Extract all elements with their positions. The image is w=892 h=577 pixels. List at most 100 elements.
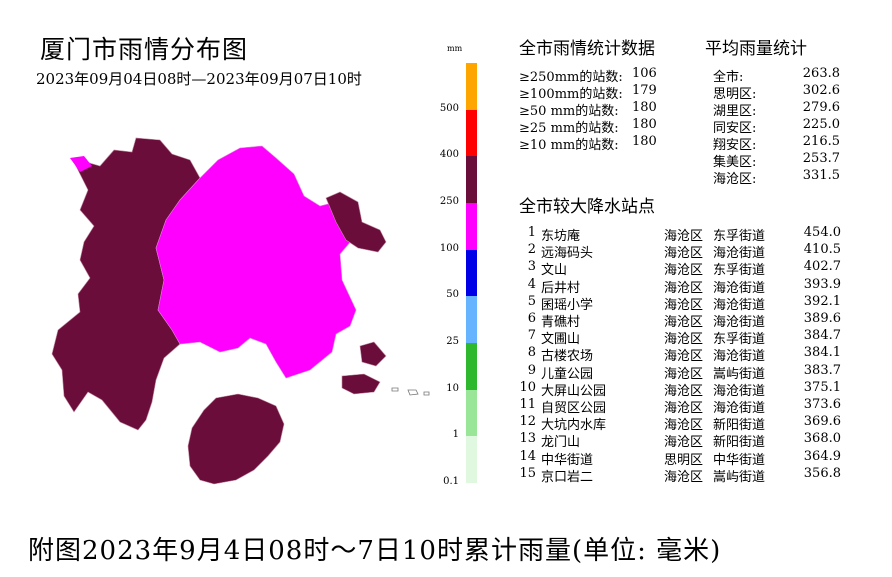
legend-tick-label: 50 xyxy=(446,289,459,301)
station-street: 中华街道 xyxy=(713,452,766,468)
station-street: 海沧街道 xyxy=(713,315,766,330)
station-name: 古楼农场 xyxy=(541,349,594,365)
legend-swatch xyxy=(466,389,477,437)
station-count-value: 179 xyxy=(632,83,657,98)
station-name: 囷瑶小学 xyxy=(541,297,594,313)
station-name: 大坑内水库 xyxy=(541,418,607,434)
station-district: 海沧区 xyxy=(664,246,704,262)
station-name: 文圃山 xyxy=(541,332,581,348)
district-label: 翔安区: xyxy=(713,138,757,153)
station-count-row: ≥25 mm的站数: 180 xyxy=(519,117,669,136)
district-average-value: 263.8 xyxy=(802,66,840,81)
station-district: 海沧区 xyxy=(664,383,704,399)
legend-swatch xyxy=(466,109,477,157)
district-label: 全市: xyxy=(713,70,744,85)
station-count-value: 180 xyxy=(632,134,657,149)
top-station-row: 2 远海码头 海沧区 海沧街道 410.5 xyxy=(518,242,841,262)
average-rainfall-row: 翔安区: 216.5 xyxy=(713,134,840,153)
station-district: 海沧区 xyxy=(664,263,704,279)
station-rainfall: 389.6 xyxy=(803,311,841,326)
legend-swatch xyxy=(466,296,477,343)
station-name: 大屏山公园 xyxy=(541,383,607,399)
station-rank: 9 xyxy=(527,362,536,378)
station-rainfall: 393.9 xyxy=(803,276,841,292)
district-label: 海沧区: xyxy=(713,172,757,187)
top-station-row: 12 大坑内水库 海沧区 新阳街道 369.6 xyxy=(518,414,841,434)
map-title: 厦门市雨情分布图 xyxy=(40,35,249,64)
map-region-tongan-xiangan xyxy=(155,145,357,379)
station-district: 海沧区 xyxy=(664,366,704,382)
legend-unit: mm xyxy=(447,44,463,53)
station-count-row: ≥10 mm的站数: 180 xyxy=(519,134,669,153)
average-rainfall-row: 全市: 263.8 xyxy=(713,66,840,85)
map-region-southeast-islet xyxy=(341,373,381,395)
station-rainfall: 375.1 xyxy=(803,379,841,395)
map-subtitle: 2023年09月04日08时—2023年09月07日10时 xyxy=(36,70,362,88)
station-rainfall: 392.1 xyxy=(803,293,841,309)
station-rank: 5 xyxy=(527,293,536,309)
station-rainfall: 369.6 xyxy=(803,414,841,430)
station-name: 文山 xyxy=(541,263,568,279)
station-rainfall: 402.7 xyxy=(803,259,841,275)
station-street: 海沧街道 xyxy=(713,401,766,416)
station-district: 海沧区 xyxy=(664,435,704,451)
station-street: 东孚街道 xyxy=(713,332,766,348)
rainfall-map xyxy=(51,137,430,485)
station-rank: 15 xyxy=(519,465,536,481)
station-count-value: 180 xyxy=(632,117,657,132)
district-average-value: 331.5 xyxy=(802,168,840,183)
station-rank: 7 xyxy=(527,328,536,344)
station-rank: 6 xyxy=(527,311,536,326)
legend-swatch xyxy=(466,343,477,390)
top-station-row: 15 京口岩二 海沧区 嵩屿街道 356.8 xyxy=(518,465,841,485)
station-rank: 4 xyxy=(527,276,536,292)
top-station-row: 4 后井村 海沧区 海沧街道 393.9 xyxy=(518,276,841,296)
district-label: 集美区: xyxy=(713,155,757,170)
station-name: 龙门山 xyxy=(541,435,581,451)
legend-tick-label: 250 xyxy=(439,196,459,207)
district-label: 湖里区: xyxy=(713,104,757,119)
station-rank: 8 xyxy=(527,345,536,361)
district-average-value: 302.6 xyxy=(802,83,840,98)
station-count-label: ≥250mm的站数: xyxy=(519,70,623,85)
top-station-row: 3 文山 海沧区 东孚街道 402.7 xyxy=(518,259,841,279)
legend-color-bar xyxy=(466,63,477,483)
average-rainfall-row: 思明区: 302.6 xyxy=(713,83,840,102)
station-rainfall: 383.7 xyxy=(803,362,841,378)
station-rank: 13 xyxy=(519,431,536,447)
station-street: 嵩屿街道 xyxy=(713,469,766,485)
station-district: 海沧区 xyxy=(664,469,704,485)
station-name: 自贸区公园 xyxy=(541,401,607,416)
station-count-label: ≥50 mm的站数: xyxy=(519,104,619,119)
top-station-row: 11 自贸区公园 海沧区 海沧街道 373.6 xyxy=(518,397,841,416)
top-station-row: 6 青礁村 海沧区 海沧街道 389.6 xyxy=(518,311,841,330)
district-average-value: 279.6 xyxy=(802,100,840,115)
legend-tick-label: 10 xyxy=(446,382,459,394)
map-region-east-coast xyxy=(359,341,387,367)
station-count-value: 180 xyxy=(632,100,657,115)
station-street: 新阳街道 xyxy=(713,418,766,434)
average-rainfall-row: 湖里区: 279.6 xyxy=(713,100,840,119)
map-region-northeast xyxy=(325,191,387,253)
legend-tick-label: 100 xyxy=(439,242,459,254)
station-rainfall: 410.5 xyxy=(803,242,841,258)
station-district: 思明区 xyxy=(664,452,704,468)
station-district: 海沧区 xyxy=(664,332,704,348)
legend-swatch xyxy=(466,436,477,483)
legend-swatch xyxy=(466,63,477,110)
top-station-row: 10 大屏山公园 海沧区 海沧街道 375.1 xyxy=(518,379,841,399)
station-count-value: 106 xyxy=(632,66,657,81)
station-district: 海沧区 xyxy=(664,401,704,416)
station-rainfall: 368.0 xyxy=(803,431,841,447)
top-stations-heading: 全市较大降水站点 xyxy=(519,197,655,217)
top-station-row: 1 东坊庵 海沧区 东孚街道 454.0 xyxy=(518,225,841,244)
station-district: 海沧区 xyxy=(664,349,704,365)
station-district: 海沧区 xyxy=(664,297,704,313)
average-heading: 平均雨量统计 xyxy=(705,39,807,59)
map-region-haicang-jimei-west xyxy=(51,137,201,431)
district-average-value: 216.5 xyxy=(802,134,840,149)
average-rainfall-row: 海沧区: 331.5 xyxy=(713,168,840,187)
station-street: 东孚街道 xyxy=(713,263,766,279)
station-street: 海沧街道 xyxy=(713,297,766,313)
top-station-row: 9 儿童公园 海沧区 嵩屿街道 383.7 xyxy=(518,362,841,382)
